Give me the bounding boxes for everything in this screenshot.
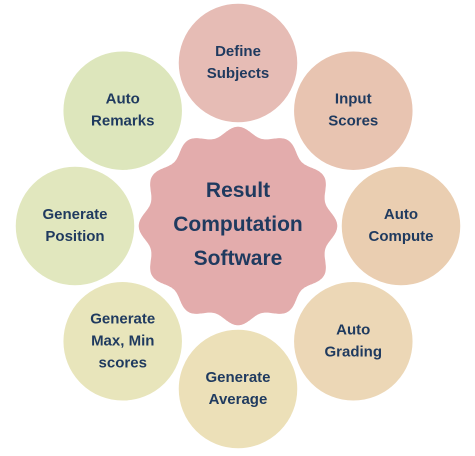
node-input-scores-label-line: Input [335,91,372,108]
node-auto-remarks-label-line: Auto [106,91,140,108]
node-auto-remarks-circle [61,49,184,172]
hub-layer [137,125,339,327]
node-generate-average-label: Generate Average [205,369,270,408]
node-input-scores-label-line: Scores [328,113,378,130]
node-generate-max-min-scores-label-line: scores [99,354,147,371]
node-generate-average-label-line: Generate [205,369,270,386]
node-generate-position-circle [14,165,136,287]
hub-label-line: Computation [173,213,302,236]
node-define-subjects-label: Define Subjects [207,43,270,82]
node-auto-compute-label: Auto Compute [369,206,434,245]
node-auto-compute-label-line: Compute [369,228,434,245]
node-generate-max-min-scores-circle [61,280,184,403]
node-generate-max-min-scores-label-line: Generate [90,310,155,327]
hub-label: Result Computation Software [173,179,302,270]
node-define-subjects-circle [177,2,299,124]
node-auto-grading-circle [292,280,415,403]
node-generate-position-label-line: Generate [42,206,107,223]
node-generate-average-label-line: Average [209,391,268,408]
node-define-subjects-label-line: Subjects [207,65,270,82]
node-auto-grading-label: Auto Grading [325,321,383,360]
node-auto-compute-circle [340,165,462,287]
node-define-subjects-label-line: Define [215,43,261,60]
node-auto-remarks-label: Auto Remarks [91,91,154,130]
node-input-scores-circle [292,49,415,172]
hub-label-line: Software [194,247,283,270]
nodes-layer [14,2,462,450]
node-generate-max-min-scores-label-line: Max, Min [91,332,154,349]
node-generate-average-circle [177,328,299,450]
node-generate-position-label: Generate Position [42,206,107,245]
hub-label-line: Result [206,179,270,202]
node-auto-compute-label-line: Auto [384,206,418,223]
node-auto-grading-label-line: Grading [325,343,383,360]
node-generate-max-min-scores-label: Generate Max, Min scores [90,310,155,371]
node-auto-remarks-label-line: Remarks [91,113,154,130]
node-auto-grading-label-line: Auto [336,321,370,338]
node-input-scores-label: Input Scores [328,91,378,130]
node-generate-position-label-line: Position [45,228,104,245]
hub-shape [137,125,339,327]
